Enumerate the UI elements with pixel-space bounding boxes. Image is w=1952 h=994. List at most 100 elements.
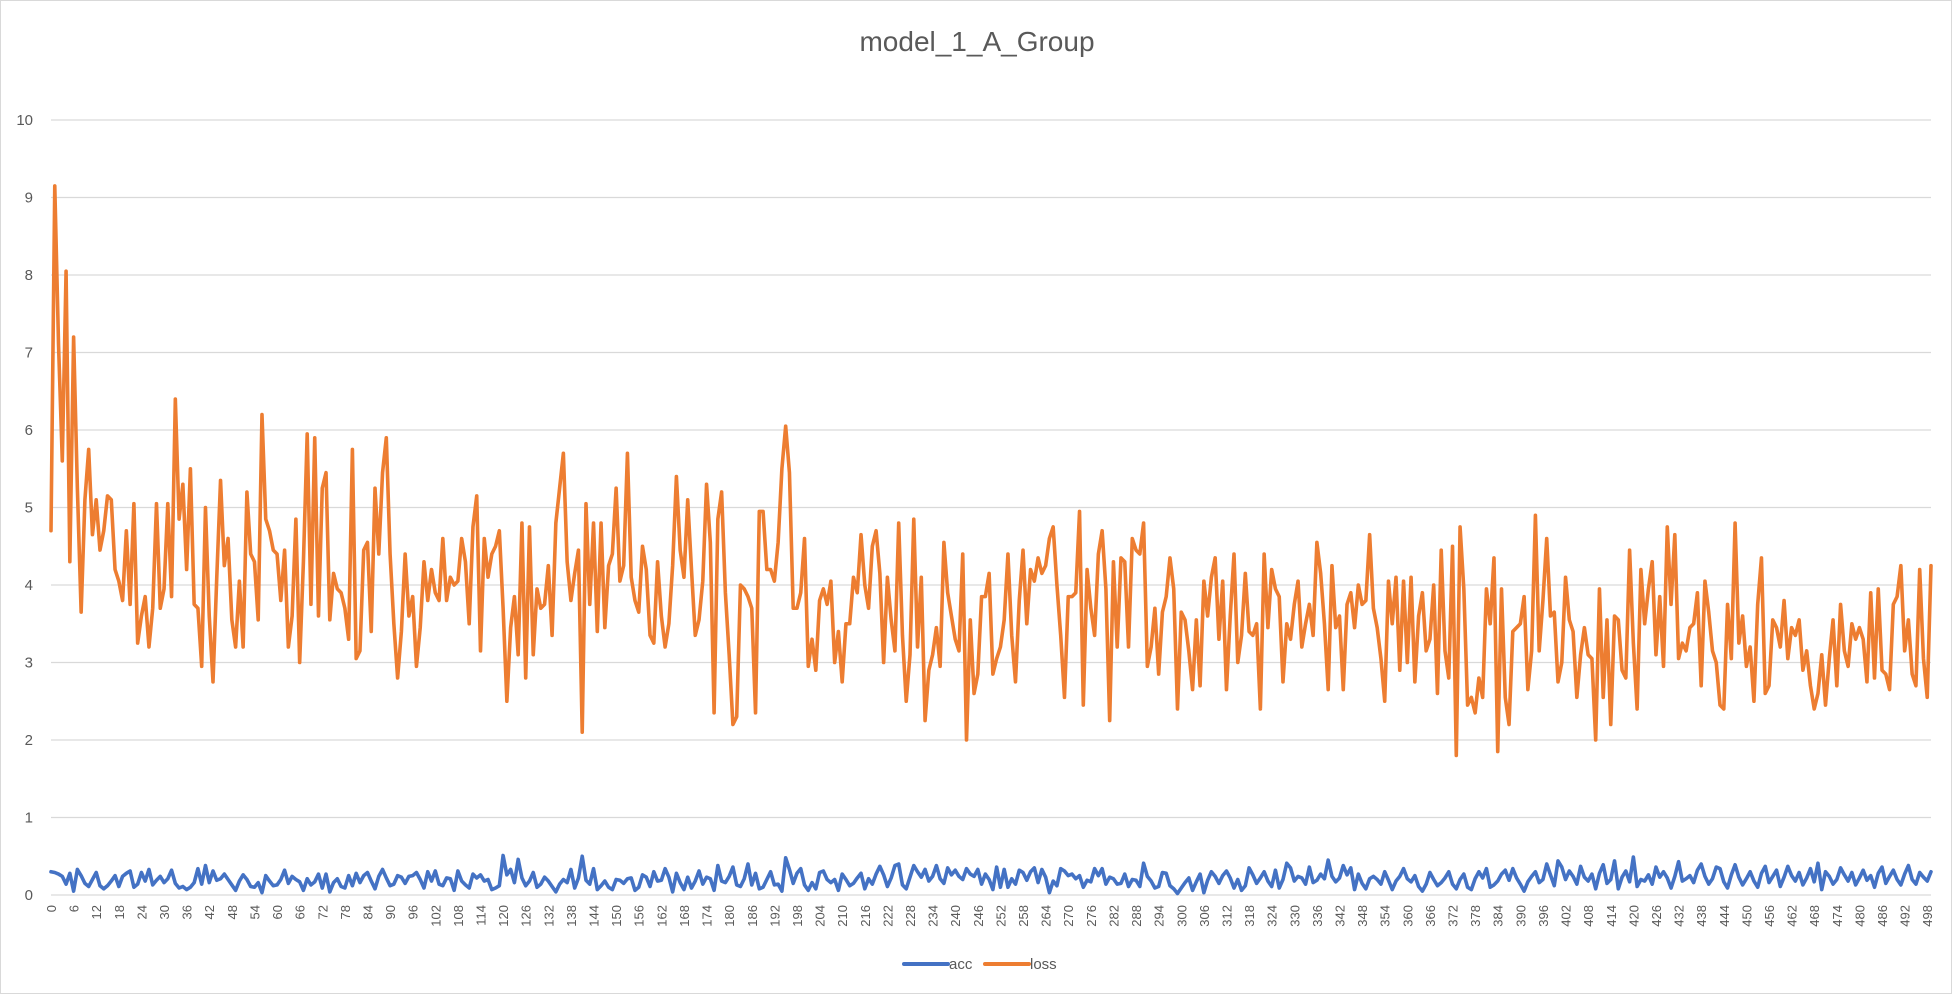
x-tick-label: 48: [225, 905, 240, 919]
x-tick-label: 414: [1604, 905, 1619, 927]
x-tick-label: 108: [451, 905, 466, 927]
x-tick-label: 240: [948, 905, 963, 927]
x-tick-label: 156: [632, 905, 647, 927]
x-tick-label: 384: [1491, 905, 1506, 927]
legend-label-loss: loss: [1030, 956, 1057, 973]
chart-title: model_1_A_Group: [859, 26, 1094, 57]
x-tick-label: 162: [654, 905, 669, 927]
y-tick-label: 3: [25, 655, 33, 672]
x-tick-label: 234: [926, 905, 941, 927]
x-tick-label: 396: [1536, 905, 1551, 927]
x-tick-label: 426: [1649, 905, 1664, 927]
x-tick-label: 264: [1039, 905, 1054, 927]
x-tick-label: 24: [134, 905, 149, 919]
x-tick-label: 378: [1468, 905, 1483, 927]
x-tick-label: 102: [428, 905, 443, 927]
x-tick-label: 432: [1672, 905, 1687, 927]
x-tick-label: 144: [587, 905, 602, 927]
x-tick-label: 138: [564, 905, 579, 927]
x-tick-label: 498: [1920, 905, 1935, 927]
y-tick-label: 0: [25, 887, 33, 904]
x-tick-label: 270: [1061, 905, 1076, 927]
x-tick-label: 444: [1717, 905, 1732, 927]
x-tick-label: 456: [1762, 905, 1777, 927]
x-tick-label: 360: [1400, 905, 1415, 927]
x-tick-label: 342: [1332, 905, 1347, 927]
x-tick-label: 408: [1581, 905, 1596, 927]
x-tick-label: 168: [677, 905, 692, 927]
x-tick-label: 120: [496, 905, 511, 927]
x-tick-label: 0: [44, 905, 59, 912]
series-lines: [49, 184, 1933, 896]
x-tick-label: 450: [1739, 905, 1754, 927]
x-tick-label: 78: [338, 905, 353, 919]
x-tick-label: 252: [993, 905, 1008, 927]
x-tick-label: 198: [790, 905, 805, 927]
x-tick-label: 492: [1898, 905, 1913, 927]
y-tick-label: 1: [25, 810, 33, 827]
y-tick-label: 9: [25, 190, 33, 207]
y-tick-label: 2: [25, 732, 33, 749]
x-tick-label: 276: [1084, 905, 1099, 927]
x-tick-label: 246: [971, 905, 986, 927]
x-tick-label: 66: [293, 905, 308, 919]
x-tick-label: 402: [1559, 905, 1574, 927]
x-tick-label: 126: [519, 905, 534, 927]
x-tick-label: 180: [722, 905, 737, 927]
x-tick-label: 318: [1242, 905, 1257, 927]
x-tick-label: 12: [89, 905, 104, 919]
x-tick-label: 30: [157, 905, 172, 919]
x-tick-label: 354: [1378, 905, 1393, 927]
x-tick-label: 336: [1310, 905, 1325, 927]
x-tick-label: 90: [383, 905, 398, 919]
x-tick-label: 222: [880, 905, 895, 927]
x-axis: 0 6 12 18 24 30 36 42 48 54 60 66 72 78 84 90 96 102 108 11…: [44, 905, 1935, 927]
legend: acc loss: [902, 956, 1057, 973]
legend-label-acc: acc: [949, 956, 973, 973]
x-tick-label: 366: [1423, 905, 1438, 927]
x-tick-label: 6: [67, 905, 82, 912]
x-tick-label: 150: [609, 905, 624, 927]
y-axis: 0 1 2 3 4 5 6 7 8 9 10: [16, 112, 33, 904]
x-tick-label: 228: [903, 905, 918, 927]
x-tick-label: 60: [270, 905, 285, 919]
series-line-loss: [49, 184, 1933, 758]
x-tick-label: 438: [1694, 905, 1709, 927]
x-tick-label: 306: [1197, 905, 1212, 927]
x-tick-label: 312: [1219, 905, 1234, 927]
x-tick-label: 390: [1513, 905, 1528, 927]
y-tick-label: 8: [25, 267, 33, 284]
y-tick-label: 10: [16, 112, 33, 129]
y-tick-label: 4: [25, 577, 33, 594]
x-tick-label: 348: [1355, 905, 1370, 927]
x-tick-label: 480: [1852, 905, 1867, 927]
x-tick-label: 282: [1106, 905, 1121, 927]
x-tick-label: 42: [202, 905, 217, 919]
y-tick-label: 7: [25, 345, 33, 362]
y-tick-label: 6: [25, 422, 33, 439]
x-tick-label: 294: [1152, 905, 1167, 927]
x-tick-label: 72: [315, 905, 330, 919]
x-tick-label: 372: [1446, 905, 1461, 927]
x-tick-label: 204: [813, 905, 828, 927]
x-tick-label: 174: [700, 905, 715, 927]
x-tick-label: 186: [745, 905, 760, 927]
x-tick-label: 324: [1265, 905, 1280, 927]
x-tick-label: 210: [835, 905, 850, 927]
x-tick-label: 132: [541, 905, 556, 927]
x-tick-label: 330: [1287, 905, 1302, 927]
x-tick-label: 462: [1785, 905, 1800, 927]
y-tick-label: 5: [25, 500, 33, 517]
x-tick-label: 288: [1129, 905, 1144, 927]
x-tick-label: 114: [473, 905, 488, 926]
x-tick-label: 84: [360, 905, 375, 919]
series-line-acc: [49, 853, 1933, 896]
x-tick-label: 96: [406, 905, 421, 919]
x-tick-label: 36: [180, 905, 195, 919]
x-tick-label: 258: [1016, 905, 1031, 927]
x-tick-label: 192: [767, 905, 782, 927]
x-tick-label: 474: [1830, 905, 1845, 927]
x-tick-label: 54: [247, 905, 262, 919]
